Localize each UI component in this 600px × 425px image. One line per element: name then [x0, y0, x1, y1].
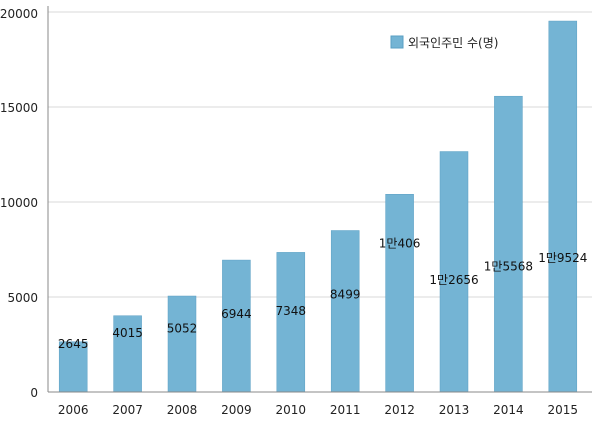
data-label: 2645 — [58, 337, 89, 351]
data-label: 1만9524 — [538, 251, 587, 265]
x-tick-label: 2010 — [276, 403, 307, 417]
y-tick-label: 15000 — [0, 101, 38, 115]
x-tick-label: 2006 — [58, 403, 89, 417]
x-tick-label: 2013 — [439, 403, 470, 417]
y-tick-label: 5000 — [7, 291, 38, 305]
data-label: 4015 — [112, 326, 143, 340]
y-axis-ticks: 0 5000 10000 15000 20000 — [0, 7, 38, 400]
x-tick-label: 2015 — [548, 403, 579, 417]
data-label: 1만406 — [379, 237, 421, 251]
legend-swatch — [390, 35, 404, 49]
bar — [330, 230, 360, 393]
data-labels: 2645 4015 5052 6944 7348 8499 1만406 1만2656 1만556… — [58, 237, 587, 351]
x-tick-label: 2007 — [112, 403, 143, 417]
x-tick-label: 2008 — [167, 403, 198, 417]
y-tick-label: 20000 — [0, 7, 38, 21]
legend: 외국인주민 수(명) — [390, 35, 498, 50]
data-label: 7348 — [276, 304, 307, 318]
legend-label: 외국인주민 수(명) — [408, 36, 498, 50]
y-tick-label: 10000 — [0, 196, 38, 210]
x-tick-label: 2012 — [384, 403, 415, 417]
bars — [58, 20, 578, 393]
data-label: 1만2656 — [429, 273, 478, 287]
y-tick-label: 0 — [30, 386, 38, 400]
x-axis-ticks: 2006 2007 2008 2009 2010 2011 2012 2013 2014 2015 — [58, 403, 578, 417]
x-tick-label: 2011 — [330, 403, 361, 417]
bar — [58, 341, 88, 393]
bar — [385, 194, 414, 393]
bar — [439, 151, 469, 393]
data-label: 8499 — [330, 287, 361, 301]
data-label: 1만5568 — [484, 260, 533, 274]
bar — [276, 252, 306, 393]
bar — [548, 20, 578, 393]
data-label: 5052 — [167, 321, 198, 335]
bar — [494, 95, 523, 393]
bar — [167, 295, 197, 393]
bar — [222, 259, 251, 393]
data-label: 6944 — [221, 307, 252, 321]
x-tick-label: 2009 — [221, 403, 252, 417]
x-tick-label: 2014 — [493, 403, 524, 417]
